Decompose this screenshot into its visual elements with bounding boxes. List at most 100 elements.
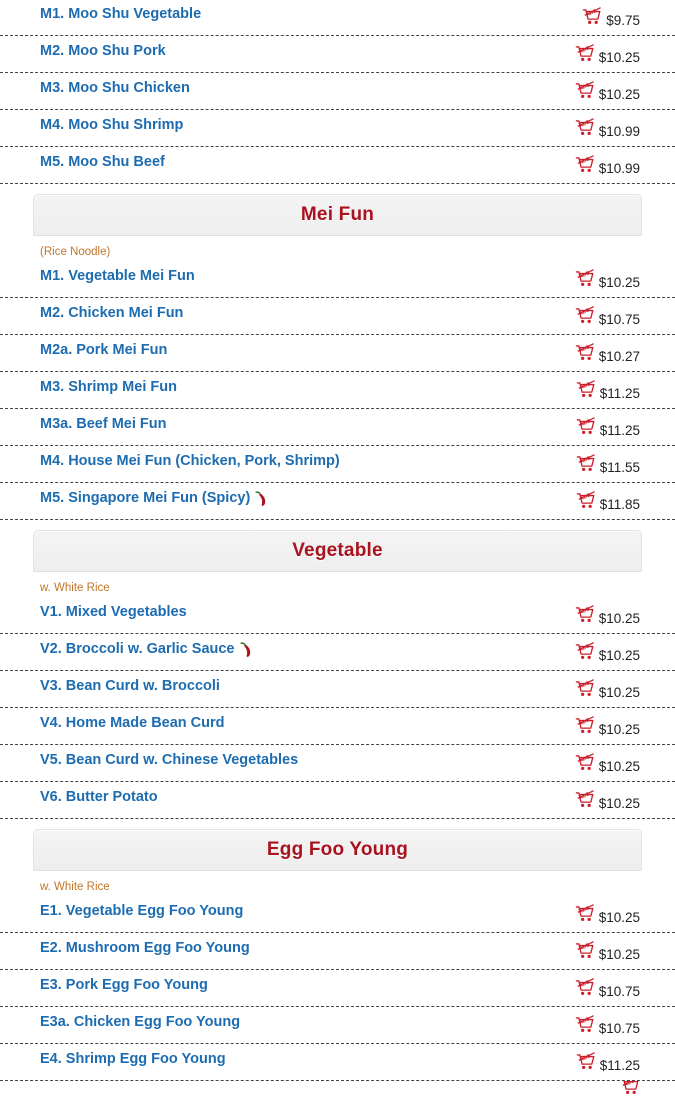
menu-item-label: E2. Mushroom Egg Foo Young xyxy=(40,940,250,956)
menu-item-row[interactable]: E2. Mushroom Egg Foo Young $10.25 xyxy=(0,933,675,970)
add-to-cart-icon[interactable] xyxy=(576,454,596,473)
menu-item-label: M5. Moo Shu Beef xyxy=(40,154,165,170)
add-to-cart-icon[interactable] xyxy=(576,417,596,436)
add-to-cart-icon[interactable] xyxy=(575,679,595,698)
menu-item-name[interactable]: M4. House Mei Fun (Chicken, Pork, Shrimp… xyxy=(40,451,340,470)
menu-item-label: M1. Moo Shu Vegetable xyxy=(40,6,202,22)
menu-item-row[interactable]: M3. Shrimp Mei Fun $11.25 xyxy=(0,372,675,409)
menu-item-name[interactable]: M4. Moo Shu Shrimp xyxy=(40,115,183,134)
menu-item-actions: $10.25 xyxy=(575,720,640,739)
menu-item-name[interactable]: V1. Mixed Vegetables xyxy=(40,602,187,621)
menu-item-name[interactable]: M2. Chicken Mei Fun xyxy=(40,303,183,322)
menu-item-name[interactable]: E3. Pork Egg Foo Young xyxy=(40,975,208,994)
menu-item-name[interactable]: E2. Mushroom Egg Foo Young xyxy=(40,938,250,957)
menu-item-actions: $10.75 xyxy=(575,982,640,1001)
add-to-cart-icon[interactable] xyxy=(575,904,595,923)
menu-item-label: M1. Vegetable Mei Fun xyxy=(40,268,195,284)
menu-item-actions: $11.25 xyxy=(576,1056,640,1075)
menu-item-actions: $10.75 xyxy=(575,310,640,329)
menu-item-name[interactable]: M3. Moo Shu Chicken xyxy=(40,78,190,97)
menu-item-price: $10.25 xyxy=(598,795,640,811)
menu-item-label: V3. Bean Curd w. Broccoli xyxy=(40,678,220,694)
menu-item-name[interactable]: V6. Butter Potato xyxy=(40,787,158,806)
section-note: w. White Rice xyxy=(40,582,110,594)
menu-item-row[interactable]: M2. Moo Shu Pork $10.25 xyxy=(0,36,675,73)
menu-item-row-partial[interactable] xyxy=(0,1081,675,1097)
menu-item-actions: $9.75 xyxy=(582,11,640,30)
menu-item-row[interactable]: E3a. Chicken Egg Foo Young $10.75 xyxy=(0,1007,675,1044)
menu-item-row[interactable]: M1. Vegetable Mei Fun $10.25 xyxy=(0,261,675,298)
add-to-cart-icon[interactable] xyxy=(575,1015,595,1034)
add-to-cart-icon[interactable] xyxy=(575,605,595,624)
menu-item-name[interactable]: V4. Home Made Bean Curd xyxy=(40,713,225,732)
menu-item-row[interactable]: M4. Moo Shu Shrimp $10.99 xyxy=(0,110,675,147)
menu-item-actions: $10.27 xyxy=(575,347,640,366)
menu-item-actions: $11.55 xyxy=(576,458,640,477)
menu-item-name[interactable]: E1. Vegetable Egg Foo Young xyxy=(40,901,243,920)
menu-item-name[interactable]: M3a. Beef Mei Fun xyxy=(40,414,167,433)
menu-item-row[interactable]: V5. Bean Curd w. Chinese Vegetables $10.2… xyxy=(0,745,675,782)
add-to-cart-icon[interactable] xyxy=(575,978,595,997)
add-to-cart-icon[interactable] xyxy=(575,269,595,288)
menu-item-row[interactable]: V2. Broccoli w. Garlic Sauce $10.25 xyxy=(0,634,675,671)
menu-item-list: M1. Vegetable Mei Fun $10.25 M2. Chicken M… xyxy=(0,261,675,520)
menu-section-vegetable: Vegetable w. White Rice V1. Mixed Vegetabl… xyxy=(0,530,675,819)
menu-item-row[interactable]: M5. Singapore Mei Fun (Spicy) $11.85 xyxy=(0,483,675,520)
menu-item-row[interactable]: M2a. Pork Mei Fun $10.27 xyxy=(0,335,675,372)
menu-item-name[interactable]: M1. Moo Shu Vegetable xyxy=(40,4,201,23)
menu-item-label: E3a. Chicken Egg Foo Young xyxy=(40,1014,241,1030)
menu-item-row[interactable]: E1. Vegetable Egg Foo Young $10.25 xyxy=(0,896,675,933)
add-to-cart-icon[interactable] xyxy=(575,753,595,772)
menu-item-name[interactable]: E3a. Chicken Egg Foo Young xyxy=(40,1012,240,1031)
menu-item-name[interactable]: M1. Vegetable Mei Fun xyxy=(40,266,195,285)
add-to-cart-icon[interactable] xyxy=(576,380,596,399)
add-to-cart-icon[interactable] xyxy=(575,155,595,174)
add-to-cart-icon[interactable] xyxy=(575,790,595,809)
menu-item-list: M1. Moo Shu Vegetable $9.75 M2. Moo Shu Po… xyxy=(0,0,675,184)
add-to-cart-icon[interactable] xyxy=(575,941,595,960)
add-to-cart-icon[interactable] xyxy=(575,44,595,63)
menu-item-name[interactable]: V3. Bean Curd w. Broccoli xyxy=(40,676,220,695)
menu-item-row[interactable]: M1. Moo Shu Vegetable $9.75 xyxy=(0,0,675,36)
menu-item-row[interactable]: M4. House Mei Fun (Chicken, Pork, Shrimp… xyxy=(0,446,675,483)
add-to-cart-icon[interactable] xyxy=(575,81,595,100)
menu-item-row[interactable]: M3. Moo Shu Chicken $10.25 xyxy=(0,73,675,110)
menu-item-label: M2. Chicken Mei Fun xyxy=(40,305,184,321)
section-header-mei-fun: Mei Fun xyxy=(33,194,642,236)
spicy-chili-pepper-icon xyxy=(253,491,268,507)
add-to-cart-icon[interactable] xyxy=(575,343,595,362)
menu-item-actions: $10.25 xyxy=(575,48,640,67)
menu-item-row[interactable]: V1. Mixed Vegetables $10.25 xyxy=(0,597,675,634)
add-to-cart-icon[interactable] xyxy=(576,1052,596,1071)
add-to-cart-icon[interactable] xyxy=(575,118,595,137)
menu-item-row[interactable]: V4. Home Made Bean Curd $10.25 xyxy=(0,708,675,745)
menu-item-row[interactable]: M5. Moo Shu Beef $10.99 xyxy=(0,147,675,184)
add-to-cart-icon[interactable] xyxy=(582,7,602,26)
add-to-cart-icon[interactable] xyxy=(576,491,596,510)
menu-item-price: $10.25 xyxy=(598,684,640,700)
menu-item-row[interactable]: E4. Shrimp Egg Foo Young $11.25 xyxy=(0,1044,675,1081)
menu-item-name[interactable]: M2a. Pork Mei Fun xyxy=(40,340,167,359)
menu-item-label: M3. Shrimp Mei Fun xyxy=(40,379,177,395)
menu-item-name[interactable]: M2. Moo Shu Pork xyxy=(40,41,166,60)
menu-item-row[interactable]: V3. Bean Curd w. Broccoli $10.25 xyxy=(0,671,675,708)
menu-item-row[interactable]: M2. Chicken Mei Fun $10.75 xyxy=(0,298,675,335)
menu-item-name[interactable]: V2. Broccoli w. Garlic Sauce xyxy=(40,639,253,658)
add-to-cart-icon[interactable] xyxy=(575,642,595,661)
add-to-cart-icon[interactable] xyxy=(575,716,595,735)
menu-section-egg-foo-young: Egg Foo Young w. White Rice E1. Vegetable … xyxy=(0,829,675,1081)
menu-item-name[interactable]: M5. Moo Shu Beef xyxy=(40,152,165,171)
menu-item-list: V1. Mixed Vegetables $10.25 V2. Broccoli w… xyxy=(0,597,675,819)
add-to-cart-icon[interactable] xyxy=(620,1081,640,1096)
menu-item-label: M3. Moo Shu Chicken xyxy=(40,80,190,96)
menu-item-row[interactable]: E3. Pork Egg Foo Young $10.75 xyxy=(0,970,675,1007)
menu-item-name[interactable]: V5. Bean Curd w. Chinese Vegetables xyxy=(40,750,298,769)
menu-item-label: V5. Bean Curd w. Chinese Vegetables xyxy=(40,752,299,768)
menu-item-row[interactable]: V6. Butter Potato $10.25 xyxy=(0,782,675,819)
add-to-cart-icon[interactable] xyxy=(575,306,595,325)
menu-item-name[interactable]: M3. Shrimp Mei Fun xyxy=(40,377,177,396)
menu-item-row[interactable]: M3a. Beef Mei Fun $11.25 xyxy=(0,409,675,446)
menu-item-name[interactable]: E4. Shrimp Egg Foo Young xyxy=(40,1049,226,1068)
menu-item-name[interactable]: M5. Singapore Mei Fun (Spicy) xyxy=(40,488,268,507)
menu-item-label: V1. Mixed Vegetables xyxy=(40,604,187,620)
